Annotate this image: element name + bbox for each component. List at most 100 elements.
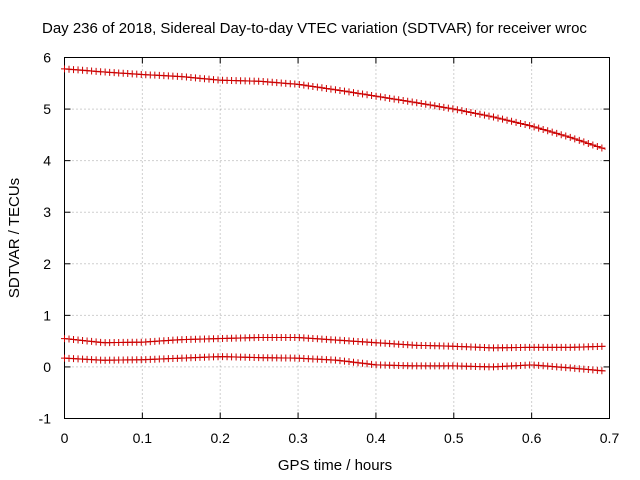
data-point (535, 124, 543, 132)
data-point (340, 357, 348, 365)
data-point (417, 99, 425, 107)
y-tick-label: 3 (43, 204, 51, 220)
data-point (494, 114, 502, 122)
data-point (354, 89, 362, 97)
y-tick-label: 0 (43, 359, 51, 375)
data-point (521, 121, 529, 129)
data-point (548, 128, 556, 136)
data-point (562, 132, 570, 140)
data-point (413, 99, 421, 107)
y-tick-label: 1 (43, 307, 51, 323)
data-point (345, 88, 353, 96)
x-tick-labels: 0 0.1 0.2 0.3 0.4 0.5 0.6 0.7 (61, 430, 620, 446)
data-point (449, 105, 457, 113)
data-point (480, 111, 488, 119)
data-point (368, 360, 376, 368)
data-point (508, 117, 516, 125)
data-point (593, 143, 601, 151)
data-point (431, 102, 439, 110)
data-point (453, 106, 461, 114)
data-point (327, 85, 335, 93)
data-point (359, 90, 367, 98)
data-point (345, 358, 353, 366)
data-point (512, 118, 520, 126)
plot-frame (64, 57, 610, 419)
data-point (476, 110, 484, 118)
x-tick-label: 0.4 (366, 430, 386, 446)
x-tick-label: 0 (61, 430, 69, 446)
series-upper (61, 65, 606, 152)
data-point (354, 359, 362, 367)
series-lower (61, 353, 606, 375)
series-line (64, 68, 606, 150)
data-point (553, 129, 561, 137)
data-point (571, 135, 579, 143)
data-point (359, 359, 367, 367)
y-tick-label: -1 (39, 411, 52, 427)
data-point (377, 93, 385, 101)
series-middle (61, 334, 606, 352)
data-point (350, 358, 358, 366)
x-tick-label: 0.6 (522, 430, 542, 446)
data-point (386, 94, 394, 102)
data-point (381, 94, 389, 102)
chart-title: Day 236 of 2018, Sidereal Day-to-day VTE… (42, 20, 587, 37)
data-point (309, 82, 317, 90)
data-point (440, 103, 448, 111)
y-tick-labels: -1 0 1 2 3 4 5 6 (39, 50, 52, 427)
data-point (471, 109, 479, 117)
data-point (340, 87, 348, 95)
data-point (395, 96, 403, 104)
data-point (503, 116, 511, 124)
x-axis-title: GPS time / hours (278, 457, 392, 474)
grid (64, 57, 610, 419)
x-tick-label: 0.1 (133, 430, 153, 446)
data-point (363, 360, 371, 368)
data-point (404, 97, 412, 105)
axis-ticks (64, 57, 610, 419)
y-tick-label: 2 (43, 256, 51, 272)
data-point (517, 119, 525, 127)
y-tick-label: 5 (43, 101, 51, 117)
y-axis-title: SDTVAR / TECUs (6, 178, 23, 298)
data-point (489, 113, 497, 121)
y-tick-label: 4 (43, 153, 51, 169)
data-point (575, 136, 583, 144)
data-point (426, 101, 434, 109)
data-point (444, 104, 452, 112)
data-point (336, 357, 344, 365)
data-point (566, 133, 574, 141)
data-point (300, 81, 308, 89)
data-point (598, 144, 606, 152)
data-point (304, 82, 312, 90)
data-point (526, 122, 534, 130)
data-point (589, 141, 597, 149)
data-point (539, 125, 547, 133)
data-point (435, 103, 443, 111)
data-point (390, 95, 398, 103)
data-point (350, 89, 358, 97)
data-point (584, 139, 592, 147)
data-point (499, 115, 507, 123)
y-tick-label: 6 (43, 50, 51, 66)
series-layer (61, 65, 606, 375)
data-point (530, 123, 538, 131)
data-point (485, 112, 493, 120)
data-point (598, 367, 606, 375)
data-point (580, 138, 588, 146)
data-point (462, 108, 470, 116)
data-point (408, 98, 416, 106)
data-point (544, 127, 552, 135)
data-point (399, 97, 407, 105)
data-point (598, 342, 606, 350)
data-point (458, 107, 466, 115)
x-tick-label: 0.5 (444, 430, 464, 446)
data-point (295, 80, 303, 88)
data-point (336, 86, 344, 94)
x-tick-label: 0.2 (210, 430, 230, 446)
data-point (557, 131, 565, 139)
data-point (368, 91, 376, 99)
data-point (322, 84, 330, 92)
x-tick-label: 0.3 (288, 430, 308, 446)
data-point (372, 92, 380, 100)
